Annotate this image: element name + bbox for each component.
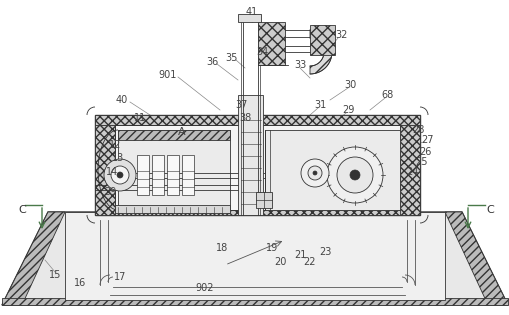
Circle shape	[349, 170, 359, 180]
Bar	[182, 155, 193, 195]
Polygon shape	[95, 210, 419, 215]
Bar	[152, 155, 164, 195]
Polygon shape	[444, 212, 507, 305]
Text: 19: 19	[265, 243, 277, 253]
Polygon shape	[258, 22, 285, 65]
Text: 29: 29	[341, 105, 353, 115]
Bar	[137, 155, 149, 195]
Text: 23: 23	[318, 247, 330, 257]
Text: 22: 22	[303, 257, 316, 267]
Circle shape	[307, 166, 321, 180]
Text: 39: 39	[104, 187, 116, 197]
Text: C: C	[18, 205, 26, 215]
Text: 36: 36	[206, 57, 218, 67]
Polygon shape	[95, 125, 115, 215]
Text: 34: 34	[256, 47, 268, 57]
Circle shape	[300, 159, 328, 187]
Bar	[256, 192, 271, 208]
Text: 11: 11	[133, 113, 146, 123]
Text: 12: 12	[108, 140, 121, 150]
Bar	[238, 14, 261, 22]
Circle shape	[326, 147, 382, 203]
Text: 33: 33	[293, 60, 305, 70]
Text: 13: 13	[111, 153, 124, 163]
Polygon shape	[2, 298, 507, 305]
Text: 38: 38	[238, 113, 250, 123]
Text: 20: 20	[273, 257, 286, 267]
Circle shape	[111, 166, 129, 184]
Text: 16: 16	[74, 278, 86, 288]
Text: 21: 21	[293, 250, 305, 260]
Text: 31: 31	[313, 100, 325, 110]
Text: 901: 901	[158, 70, 177, 80]
Text: 14: 14	[106, 167, 118, 177]
Bar	[95, 115, 419, 215]
Text: 24: 24	[405, 167, 417, 177]
Polygon shape	[95, 115, 419, 125]
Circle shape	[117, 172, 123, 178]
Polygon shape	[265, 130, 399, 210]
Bar	[238, 95, 263, 215]
Polygon shape	[118, 130, 230, 210]
Polygon shape	[2, 212, 507, 305]
Text: 25: 25	[415, 157, 428, 167]
Polygon shape	[65, 212, 444, 300]
Text: 68: 68	[381, 90, 393, 100]
Text: 40: 40	[116, 95, 128, 105]
Polygon shape	[309, 30, 331, 74]
Polygon shape	[2, 212, 65, 305]
Bar	[115, 205, 230, 213]
Text: 27: 27	[421, 135, 433, 145]
Text: 902: 902	[195, 283, 214, 293]
Text: A: A	[178, 127, 185, 137]
Text: 37: 37	[235, 100, 248, 110]
Circle shape	[336, 157, 372, 193]
Polygon shape	[309, 25, 334, 55]
Text: 15: 15	[49, 270, 61, 280]
Text: 35: 35	[225, 53, 238, 63]
Text: 30: 30	[343, 80, 355, 90]
Text: 26: 26	[418, 147, 430, 157]
Circle shape	[313, 171, 317, 175]
Text: 41: 41	[245, 7, 258, 17]
Text: 32: 32	[335, 30, 348, 40]
Text: 18: 18	[215, 243, 228, 253]
Circle shape	[104, 159, 136, 191]
Text: C: C	[485, 205, 493, 215]
Polygon shape	[399, 125, 419, 215]
Bar	[166, 155, 179, 195]
Polygon shape	[118, 130, 230, 140]
Text: 28: 28	[411, 125, 423, 135]
Text: 17: 17	[114, 272, 126, 282]
